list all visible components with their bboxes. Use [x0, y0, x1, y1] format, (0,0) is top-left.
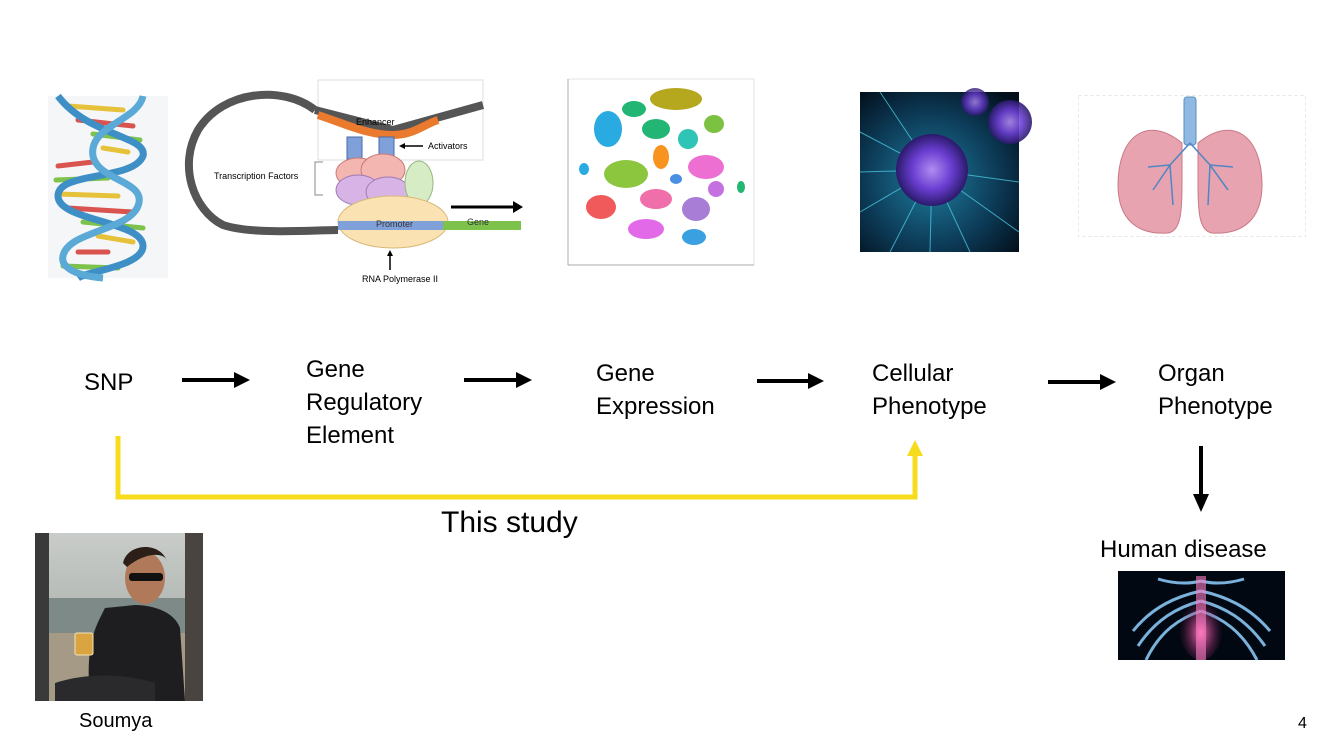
promoter-label: Promoter: [376, 219, 414, 229]
gene-regulatory-element-label: Gene Regulatory Element: [306, 353, 422, 452]
person-photo: [35, 533, 203, 701]
person-caption: Soumya: [79, 710, 153, 732]
gene-expression-label: Gene Expression: [596, 357, 715, 423]
cluster-plot-image: [567, 78, 755, 266]
snp-label: SNP: [84, 369, 134, 396]
gene-label: Gene: [467, 217, 490, 227]
arrow-snp-to-gre: [182, 372, 250, 388]
page-number: 4: [1298, 715, 1307, 732]
cellular-phenotype-line-1: Cellular: [872, 360, 954, 387]
gene-expression-line-2: Expression: [596, 393, 715, 420]
arrow-expression-to-cellular: [757, 373, 824, 389]
gene-regulation-diagram: [184, 79, 523, 270]
cell-image: [859, 88, 1032, 253]
gre-line-3: Element: [306, 422, 395, 449]
gre-line-2: Regulatory: [306, 389, 423, 416]
cellular-phenotype-line-2: Phenotype: [872, 393, 987, 420]
transcription-factors-label: Transcription Factors: [214, 171, 299, 181]
organ-phenotype-line-1: Organ: [1158, 360, 1225, 387]
this-study-bracket-arrow: [115, 436, 923, 500]
arrow-organ-to-disease: [1193, 446, 1209, 512]
gene-expression-line-1: Gene: [596, 360, 655, 387]
organ-phenotype-line-2: Phenotype: [1158, 393, 1273, 420]
enhancer-label: Enhancer: [356, 117, 395, 127]
arrow-cellular-to-organ: [1048, 374, 1116, 390]
dna-helix-image: [48, 93, 168, 282]
lungs-image: [1078, 95, 1306, 237]
arrow-gre-to-expression: [464, 372, 532, 388]
rna-polymerase-label: RNA Polymerase II: [362, 274, 439, 284]
organ-phenotype-label: Organ Phenotype: [1158, 357, 1273, 423]
gre-line-1: Gene: [306, 356, 365, 383]
human-disease-label: Human disease: [1100, 536, 1267, 563]
activators-label: Activators: [428, 141, 468, 151]
cellular-phenotype-label: Cellular Phenotype: [872, 357, 987, 423]
chest-xray-image: [1118, 571, 1285, 661]
this-study-label: This study: [441, 506, 578, 539]
